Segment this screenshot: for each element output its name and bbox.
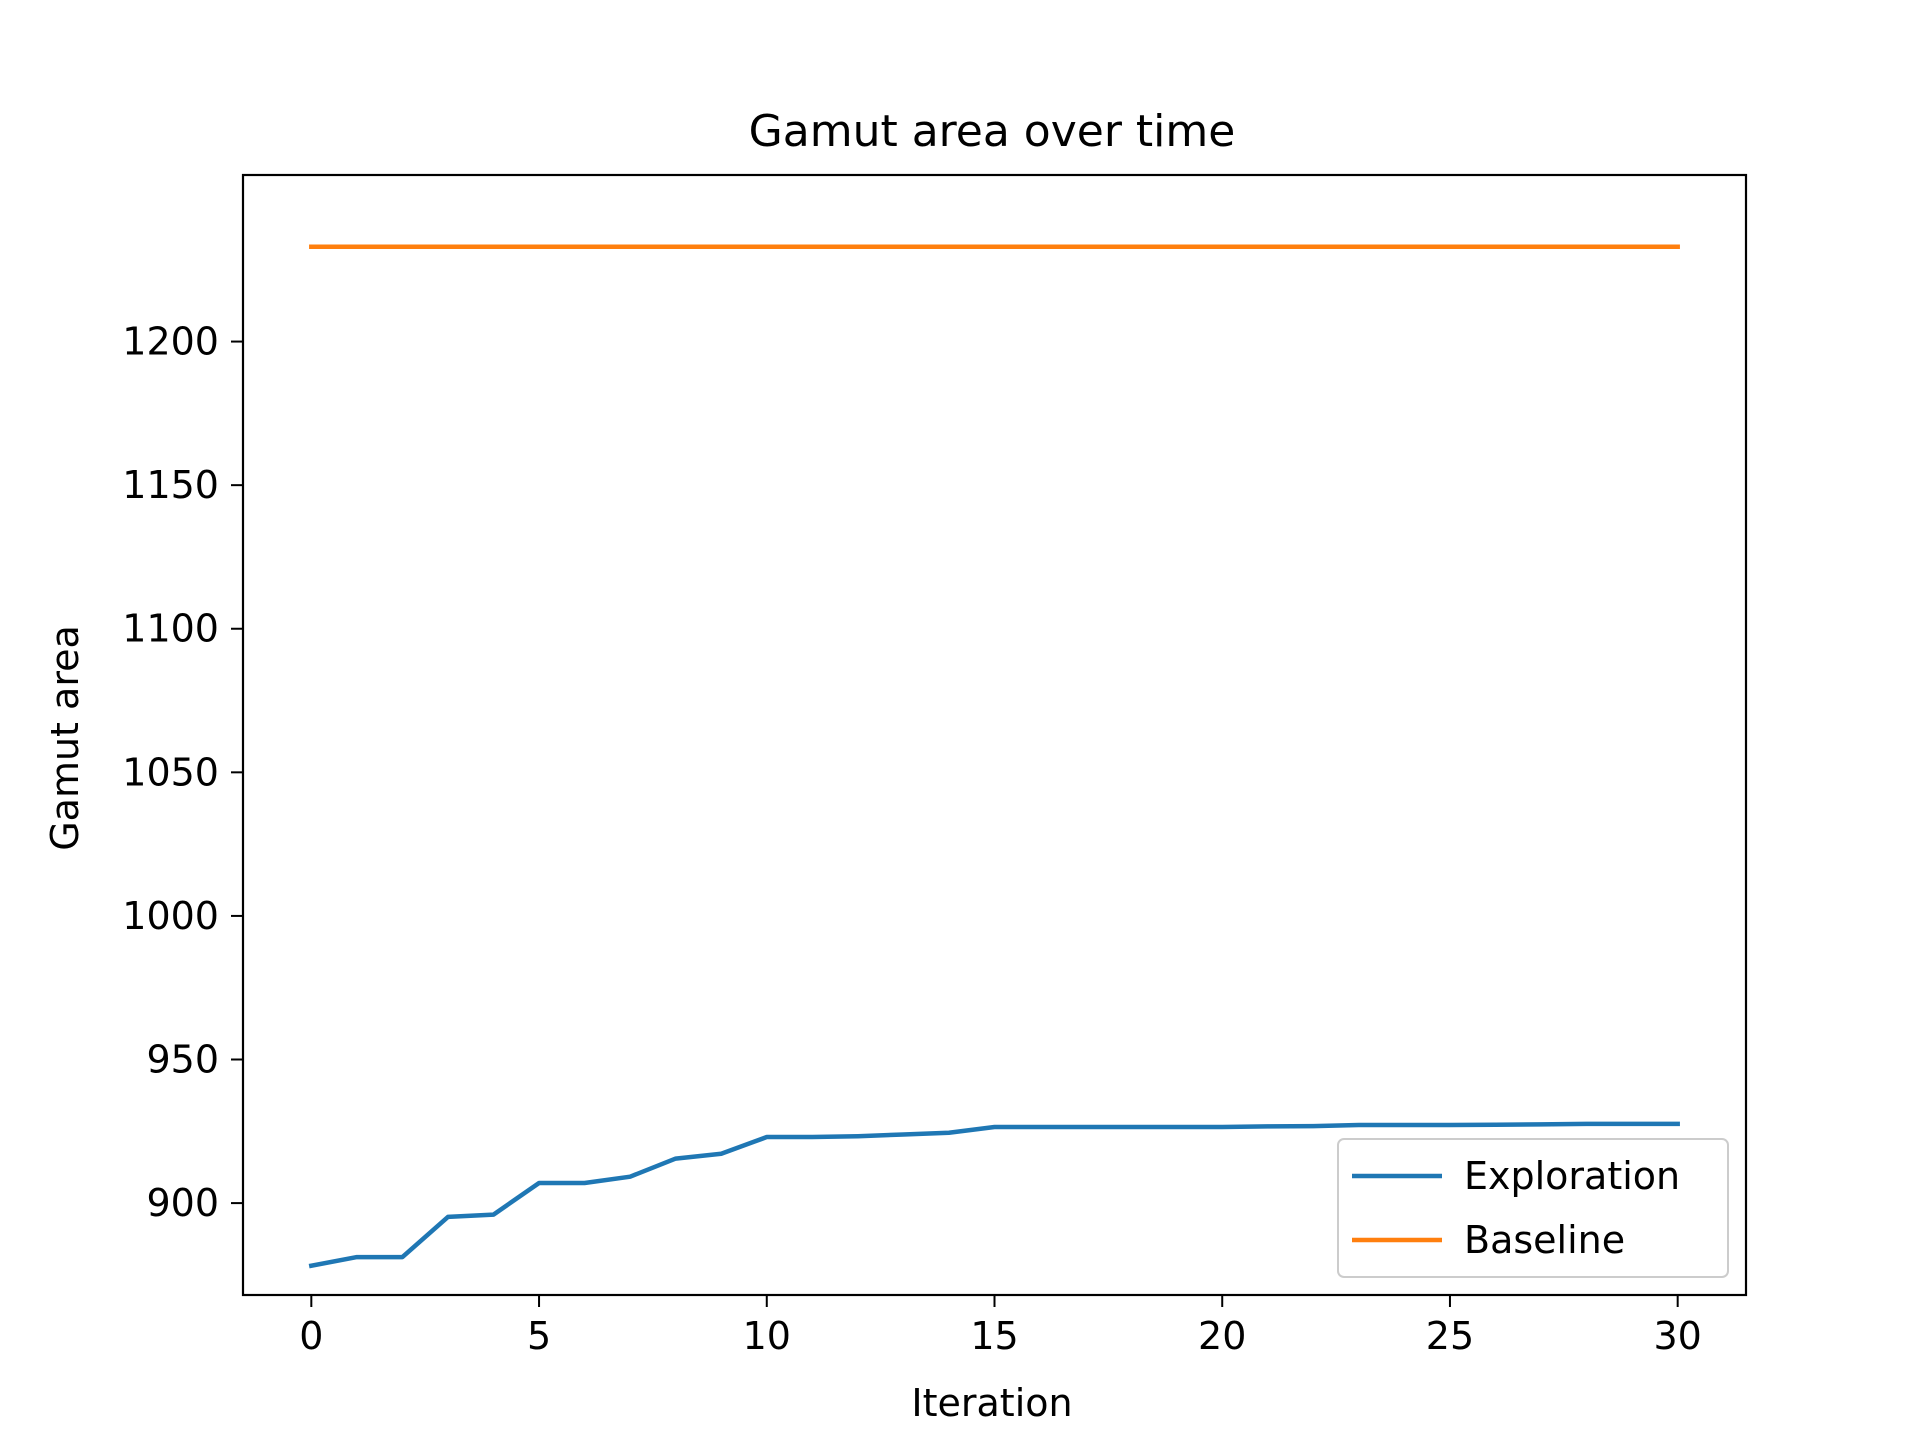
y-tick-label: 950 [146,1038,219,1082]
x-tick-label: 0 [299,1314,323,1358]
y-axis-label: Gamut area [43,625,87,851]
x-tick-label: 20 [1198,1314,1246,1358]
y-tick-label: 1050 [122,750,219,794]
legend-box [1337,1138,1729,1278]
y-tick-label: 1000 [122,894,219,938]
x-tick-label: 15 [970,1314,1018,1358]
plot-area [308,244,1680,1269]
chart-title: Gamut area over time [749,106,1236,157]
y-tick-label: 1200 [122,320,219,364]
x-tick-label: 25 [1426,1314,1474,1358]
x-tick-label: 10 [743,1314,791,1358]
series-line-exploration [308,1121,1680,1269]
x-tick-label: 30 [1654,1314,1702,1358]
x-tick-label: 5 [527,1314,551,1358]
axes: 0 5 10 15 20 25 30 900 950 1000 1050 1100 1150 1200 [122,173,1748,1358]
y-tick-label: 900 [146,1181,219,1225]
legend-label-exploration: Exploration [1464,1154,1680,1198]
y-tick-label: 1100 [122,607,219,651]
x-axis-label: Iteration [911,1381,1072,1425]
legend: Exploration Baseline [1337,1138,1729,1278]
y-tick-label: 1150 [122,463,219,507]
legend-label-baseline: Baseline [1464,1218,1625,1262]
